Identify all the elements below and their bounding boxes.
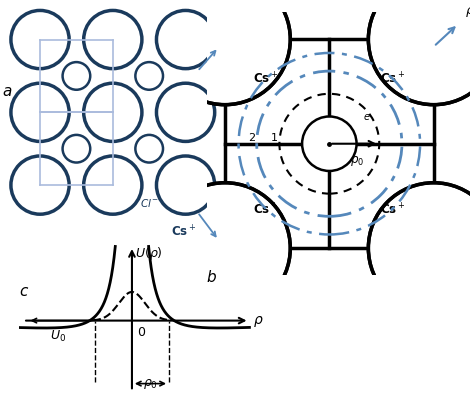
Circle shape	[160, 0, 290, 105]
Text: Cs$^+$: Cs$^+$	[380, 202, 406, 217]
Text: $U_0$: $U_0$	[50, 328, 66, 344]
Text: e: e	[364, 112, 370, 122]
Text: 0: 0	[137, 325, 145, 338]
Circle shape	[302, 117, 357, 172]
Text: b: b	[207, 269, 216, 284]
Text: $U(\rho)$: $U(\rho)$	[135, 245, 163, 261]
Text: $\rho_0$: $\rho_0$	[350, 154, 364, 167]
Text: Cs$^+$: Cs$^+$	[253, 71, 278, 87]
Text: Cs$^+$: Cs$^+$	[380, 71, 406, 87]
Text: c: c	[20, 283, 28, 298]
Text: Cl$^-$: Cl$^-$	[318, 138, 341, 151]
Text: $\rho$: $\rho$	[253, 313, 264, 328]
Text: $\rho_0$: $\rho_0$	[143, 376, 158, 390]
Bar	[225, 40, 434, 249]
Text: $\rho$: $\rho$	[465, 6, 470, 19]
Circle shape	[368, 183, 470, 314]
Text: Cs$^+$: Cs$^+$	[171, 223, 196, 239]
Text: 1: 1	[271, 133, 278, 143]
Text: 2: 2	[248, 133, 255, 143]
Text: Cl$^-$: Cl$^-$	[140, 196, 159, 209]
Circle shape	[368, 0, 470, 105]
Circle shape	[160, 183, 290, 314]
Text: a: a	[2, 84, 12, 99]
Text: Cs$^+$: Cs$^+$	[253, 202, 278, 217]
